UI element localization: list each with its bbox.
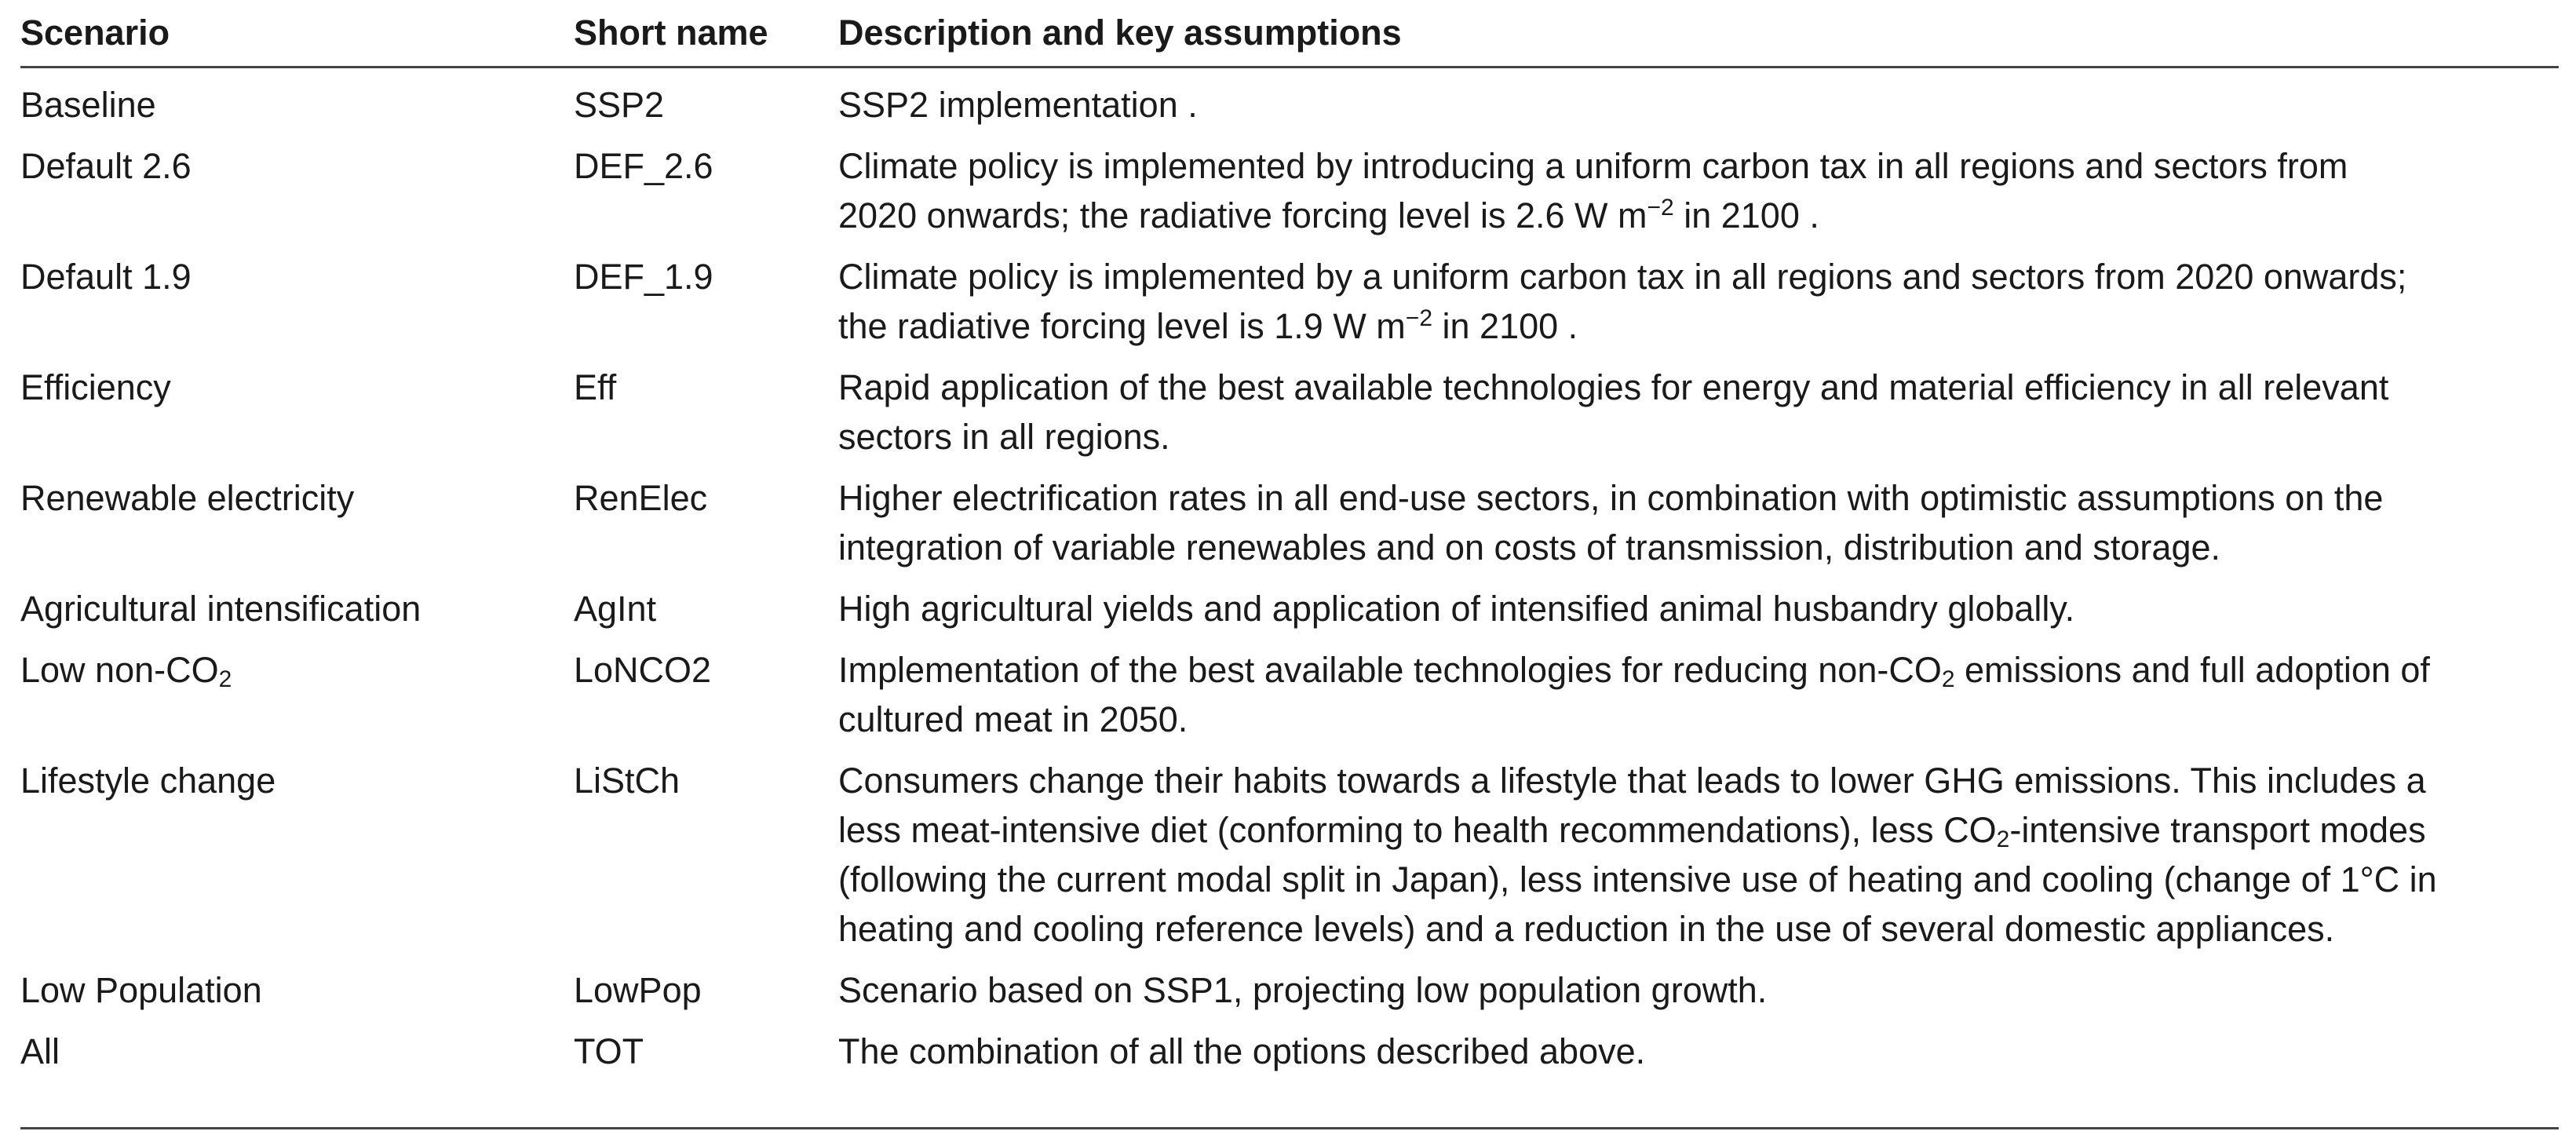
description-line: The combination of all the options descr… xyxy=(838,1031,1646,1071)
description-line: in 2100 . xyxy=(1673,195,1819,235)
table-row: Renewable electricity RenElec Higher ele… xyxy=(20,462,2559,572)
description-line: Implementation of the best available tec… xyxy=(838,650,1942,690)
short-name-cell: LiStCh xyxy=(574,761,680,801)
subscript: 2 xyxy=(218,666,232,692)
description-cell: High agricultural yields and application… xyxy=(838,572,2559,633)
table-row: All TOT The combination of all the optio… xyxy=(20,1015,2559,1082)
table-header-row: Scenario Short name Description and key … xyxy=(20,0,2559,68)
scenario-cell: Efficiency xyxy=(20,367,171,407)
header-short-name: Short name xyxy=(574,0,838,68)
description-cell: The combination of all the options descr… xyxy=(838,1015,2559,1082)
scenario-cell: Low non-CO2 xyxy=(20,633,574,744)
description-cell: Rapid application of the best available … xyxy=(838,351,2559,462)
scenario-label: Low non-CO xyxy=(20,650,219,690)
table-row: Baseline SSP2 SSP2 implementation . xyxy=(20,67,2559,130)
description-line: -intensive transport modes xyxy=(2009,810,2426,850)
description-line: Higher electrification rates in all end-… xyxy=(838,478,2384,518)
short-name-cell: DEF_1.9 xyxy=(574,257,713,297)
scenario-cell: Low Population xyxy=(20,970,262,1010)
table-row: Default 1.9 DEF_1.9 Climate policy is im… xyxy=(20,240,2559,351)
table-row: Lifestyle change LiStCh Consumers change… xyxy=(20,744,2559,954)
table-row: Low Population LowPop Scenario based on … xyxy=(20,954,2559,1015)
subscript: 2 xyxy=(1996,826,2010,852)
table-row: Low non-CO2 LoNCO2 Implementation of the… xyxy=(20,633,2559,744)
scenario-cell: Baseline xyxy=(20,85,156,125)
superscript: −2 xyxy=(1405,305,1433,331)
description-cell: Scenario based on SSP1, projecting low p… xyxy=(838,954,2559,1015)
description-line: High agricultural yields and application… xyxy=(838,589,2075,629)
description-line: Scenario based on SSP1, projecting low p… xyxy=(838,970,1768,1010)
superscript: −2 xyxy=(1647,195,1674,221)
header-description: Description and key assumptions xyxy=(838,0,2559,68)
scenario-cell: Default 1.9 xyxy=(20,257,192,297)
description-line: emissions and full adoption of xyxy=(1954,650,2430,690)
subscript: 2 xyxy=(1941,666,1955,692)
description-cell: Climate policy is implemented by a unifo… xyxy=(838,240,2559,351)
description-line: sectors in all regions. xyxy=(838,417,1170,457)
table-bottom-rule xyxy=(20,1127,2559,1129)
description-line: cultured meat in 2050. xyxy=(838,699,1188,739)
scenario-cell: Renewable electricity xyxy=(20,478,355,518)
description-cell: Implementation of the best available tec… xyxy=(838,633,2559,744)
short-name-cell: SSP2 xyxy=(574,85,665,125)
table-row: Default 2.6 DEF_2.6 Climate policy is im… xyxy=(20,130,2559,240)
description-line: the radiative forcing level is 1.9 W m xyxy=(838,306,1406,346)
table-row: Efficiency Eff Rapid application of the … xyxy=(20,351,2559,462)
description-line: heating and cooling reference levels) an… xyxy=(838,909,2335,949)
short-name-cell: Eff xyxy=(574,367,617,407)
short-name-cell: LoNCO2 xyxy=(574,650,712,690)
scenario-cell: Lifestyle change xyxy=(20,761,276,801)
short-name-cell: DEF_2.6 xyxy=(574,146,713,186)
description-line: Rapid application of the best available … xyxy=(838,367,2389,407)
description-cell: SSP2 implementation . xyxy=(838,67,2559,130)
table-row: Agricultural intensification AgInt High … xyxy=(20,572,2559,633)
scenario-table-container: Scenario Short name Description and key … xyxy=(20,0,2559,1082)
description-cell: Consumers change their habits towards a … xyxy=(838,744,2559,954)
header-scenario: Scenario xyxy=(20,0,574,68)
description-line: less meat-intensive diet (conforming to … xyxy=(838,810,1997,850)
scenario-table: Scenario Short name Description and key … xyxy=(20,0,2559,1082)
description-cell: Higher electrification rates in all end-… xyxy=(838,462,2559,572)
description-line: in 2100 . xyxy=(1432,306,1578,346)
description-line: (following the current modal split in Ja… xyxy=(838,859,2437,899)
description-cell: Climate policy is implemented by introdu… xyxy=(838,130,2559,240)
scenario-cell: Default 2.6 xyxy=(20,146,192,186)
short-name-cell: TOT xyxy=(574,1031,644,1071)
description-line: 2020 onwards; the radiative forcing leve… xyxy=(838,195,1647,235)
short-name-cell: LowPop xyxy=(574,970,702,1010)
scenario-cell: Agricultural intensification xyxy=(20,589,421,629)
scenario-cell: All xyxy=(20,1031,60,1071)
description-line: Climate policy is implemented by a unifo… xyxy=(838,257,2407,297)
short-name-cell: RenElec xyxy=(574,478,708,518)
short-name-cell: AgInt xyxy=(574,589,657,629)
description-line: Climate policy is implemented by introdu… xyxy=(838,146,2348,186)
description-line: SSP2 implementation . xyxy=(838,85,1198,125)
description-line: Consumers change their habits towards a … xyxy=(838,761,2426,801)
description-line: integration of variable renewables and o… xyxy=(838,527,2220,567)
